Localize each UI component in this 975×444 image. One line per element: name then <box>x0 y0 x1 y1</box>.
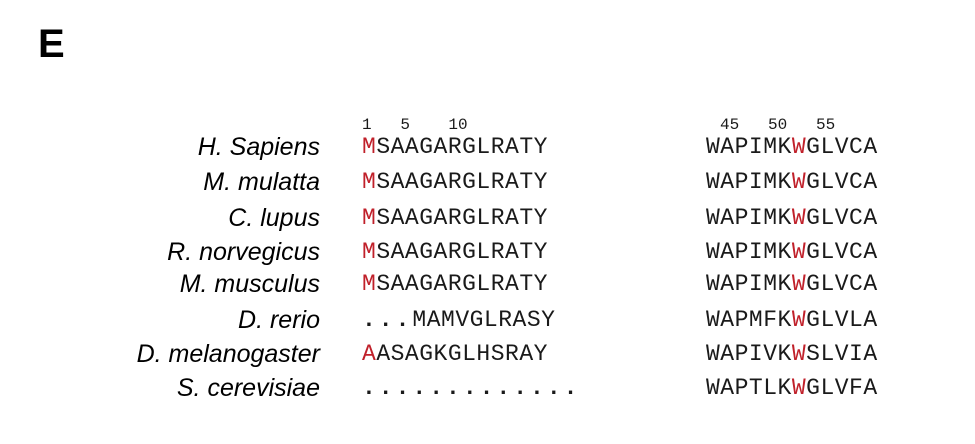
sequence-residues: GLVLA <box>806 307 878 333</box>
sequence-left: MSAAGARGLRATY <box>362 169 548 195</box>
sequence-right: WAPMFKWGLVLA <box>706 307 878 333</box>
sequence-residues: MAMVGLRASY <box>412 307 556 333</box>
highlighted-residue: W <box>791 271 807 297</box>
highlighted-residue: W <box>791 205 807 231</box>
species-label: M. mulatta <box>203 168 320 196</box>
sequence-left: MSAAGARGLRATY <box>362 205 548 231</box>
sequence-right: WAPIVKWSLVIA <box>706 341 878 367</box>
sequence-residues: SAAGARGLRATY <box>376 169 548 195</box>
sequence-residues: WAPIMK <box>706 239 792 265</box>
highlighted-residue: W <box>791 134 807 160</box>
highlighted-residue: M <box>362 205 377 231</box>
sequence-residues: WAPIMK <box>706 205 792 231</box>
sequence-residues: GLVFA <box>806 375 878 401</box>
sequence-right: WAPIMKWGLVCA <box>706 239 878 265</box>
sequence-residues: SAAGARGLRATY <box>376 205 548 231</box>
highlighted-residue: M <box>362 134 377 160</box>
highlighted-residue: W <box>791 307 807 333</box>
sequence-right: WAPTLKWGLVFA <box>706 375 878 401</box>
highlighted-residue: W <box>791 169 807 195</box>
species-label: S. cerevisiae <box>176 374 320 402</box>
sequence-residues: SLVIA <box>806 341 878 367</box>
species-label: D. rerio <box>238 306 320 334</box>
sequence-right: WAPIMKWGLVCA <box>706 205 878 231</box>
sequence-residues: GLVCA <box>806 205 878 231</box>
highlighted-residue: W <box>791 375 807 401</box>
sequence-residues: WAPMFK <box>706 307 792 333</box>
sequence-left: AASAGKGLHSRAY <box>362 341 548 367</box>
sequence-residues: WAPIVK <box>706 341 792 367</box>
sequence-left: MSAAGARGLRATY <box>362 271 548 297</box>
species-label: R. norvegicus <box>167 238 320 266</box>
highlighted-residue: A <box>362 341 377 367</box>
sequence-left: MSAAGARGLRATY <box>362 134 548 160</box>
sequence-residues: WAPTLK <box>706 375 792 401</box>
sequence-residues: SAAGARGLRATY <box>376 239 548 265</box>
species-label: M. musculus <box>179 270 320 298</box>
position-numbers-left: 1 5 10 <box>362 116 468 134</box>
highlighted-residue: W <box>791 239 807 265</box>
sequence-residues: GLVCA <box>806 169 878 195</box>
species-label: C. lupus <box>228 204 320 232</box>
sequence-residues: SAAGARGLRATY <box>376 271 548 297</box>
highlighted-residue: M <box>362 169 377 195</box>
sequence-right: WAPIMKWGLVCA <box>706 271 878 297</box>
highlighted-residue: W <box>791 341 807 367</box>
sequence-gap: ............. <box>362 375 581 401</box>
sequence-left: ............. <box>362 375 580 401</box>
sequence-left: ...MAMVGLRASY <box>362 307 555 333</box>
sequence-residues: SAAGARGLRATY <box>376 134 548 160</box>
sequence-residues: GLVCA <box>806 271 878 297</box>
species-label: H. Sapiens <box>197 133 320 161</box>
sequence-residues: GLVCA <box>806 239 878 265</box>
highlighted-residue: M <box>362 271 377 297</box>
sequence-residues: GLVCA <box>806 134 878 160</box>
sequence-residues: ASAGKGLHSRAY <box>376 341 548 367</box>
sequence-residues: WAPIMK <box>706 271 792 297</box>
sequence-right: WAPIMKWGLVCA <box>706 169 878 195</box>
position-numbers-right: 45 50 55 <box>720 116 836 134</box>
sequence-gap: ... <box>362 307 413 333</box>
sequence-residues: WAPIMK <box>706 134 792 160</box>
sequence-left: MSAAGARGLRATY <box>362 239 548 265</box>
species-label: D. melanogaster <box>136 340 320 368</box>
highlighted-residue: M <box>362 239 377 265</box>
sequence-residues: WAPIMK <box>706 169 792 195</box>
sequence-right: WAPIMKWGLVCA <box>706 134 878 160</box>
panel-label: E <box>38 22 65 66</box>
